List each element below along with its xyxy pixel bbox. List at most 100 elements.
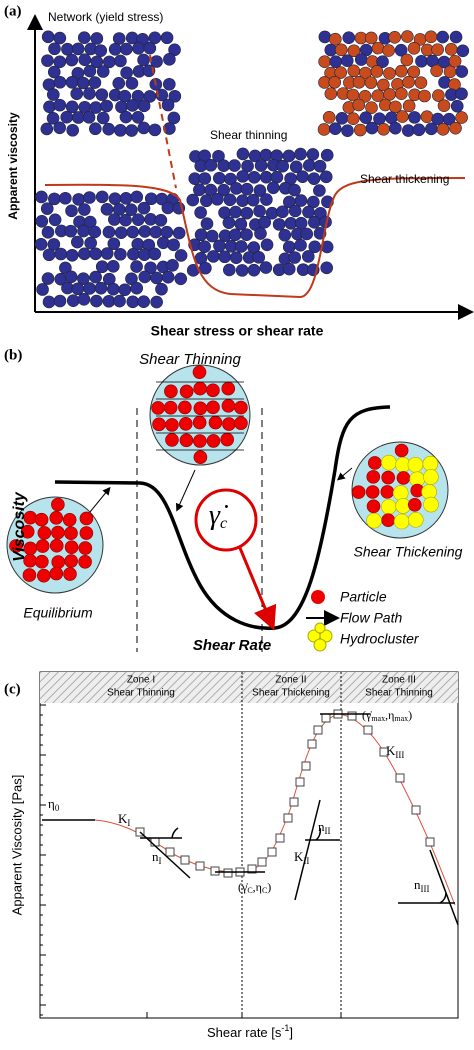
particle <box>352 75 366 89</box>
particle <box>230 182 243 195</box>
particle <box>137 201 151 215</box>
particle <box>59 261 72 275</box>
particle <box>235 264 249 277</box>
particle <box>366 499 381 514</box>
particle <box>166 258 179 272</box>
sample-marker <box>267 847 277 857</box>
sample-marker <box>395 773 405 783</box>
particle <box>83 64 97 78</box>
particle <box>37 568 51 583</box>
pointer <box>175 469 196 512</box>
particle <box>456 44 470 58</box>
symbol: K <box>118 811 128 826</box>
particle <box>352 98 366 112</box>
t: -1 <box>281 1023 289 1033</box>
particle <box>253 204 266 218</box>
particle <box>172 226 186 240</box>
particle <box>282 262 296 276</box>
particle <box>342 31 356 45</box>
particle <box>402 99 416 113</box>
particle <box>77 224 90 238</box>
particle <box>125 31 139 45</box>
symbol: n <box>414 877 421 892</box>
particle <box>205 229 219 243</box>
y-axis-label: Viscosity <box>11 491 28 562</box>
particle <box>64 270 78 284</box>
particle <box>234 217 248 231</box>
particle <box>36 283 49 296</box>
particle <box>395 87 408 100</box>
particle <box>423 469 439 485</box>
particle <box>47 65 61 79</box>
particle <box>161 201 175 215</box>
particle <box>193 183 206 197</box>
y-axis-label: Apparent Viscosity [Pas] <box>9 775 24 916</box>
panel-label: (b) <box>4 347 22 363</box>
particle <box>380 499 397 515</box>
particle <box>78 53 92 66</box>
particle <box>137 295 150 309</box>
particle <box>206 400 220 415</box>
particle <box>436 123 450 136</box>
zone-header <box>40 672 458 703</box>
particle <box>48 42 61 56</box>
particle <box>407 456 424 473</box>
particle <box>178 400 192 415</box>
panel-label: (c) <box>4 681 21 697</box>
particle <box>126 225 140 239</box>
legend-text: Hydrocluster <box>340 631 420 647</box>
subscript: c <box>220 515 227 532</box>
particle <box>43 100 56 114</box>
particle <box>424 30 438 44</box>
particle <box>224 172 237 186</box>
particle <box>401 124 415 137</box>
particle <box>322 110 336 124</box>
particle <box>443 65 457 79</box>
particle <box>289 160 303 174</box>
particle <box>308 240 322 254</box>
particle <box>252 251 266 264</box>
particle <box>34 237 48 251</box>
particle <box>126 295 140 309</box>
particle <box>449 121 462 135</box>
particle <box>51 525 65 540</box>
particle <box>213 239 226 253</box>
particle <box>131 110 145 124</box>
particle <box>150 295 163 309</box>
t: ) <box>408 708 412 722</box>
legend-text: Flow Path <box>340 610 402 626</box>
particle <box>341 124 354 137</box>
particle <box>89 270 102 284</box>
particle <box>328 122 342 136</box>
particle <box>240 182 254 196</box>
particle <box>70 87 84 101</box>
particle <box>294 216 308 230</box>
particle <box>88 76 102 89</box>
particle <box>204 183 218 197</box>
particle <box>119 213 132 227</box>
particle <box>218 250 232 264</box>
t: ] <box>289 1025 293 1040</box>
particle <box>211 192 224 206</box>
particle <box>102 225 116 239</box>
particle <box>192 415 207 430</box>
particle <box>143 41 157 55</box>
particle <box>132 42 145 55</box>
particle <box>174 272 188 286</box>
particle <box>394 43 408 57</box>
particle <box>222 216 236 229</box>
particle <box>229 205 242 219</box>
particle <box>83 282 96 295</box>
sample-marker <box>307 739 317 749</box>
particle <box>198 172 212 185</box>
particle <box>22 568 37 582</box>
particle <box>106 260 120 273</box>
particle <box>347 44 361 58</box>
particle <box>90 32 104 45</box>
particle <box>120 66 133 80</box>
particle <box>353 123 367 137</box>
particle <box>40 122 54 136</box>
particle <box>300 227 314 241</box>
particle <box>329 55 343 68</box>
particle <box>234 240 248 253</box>
